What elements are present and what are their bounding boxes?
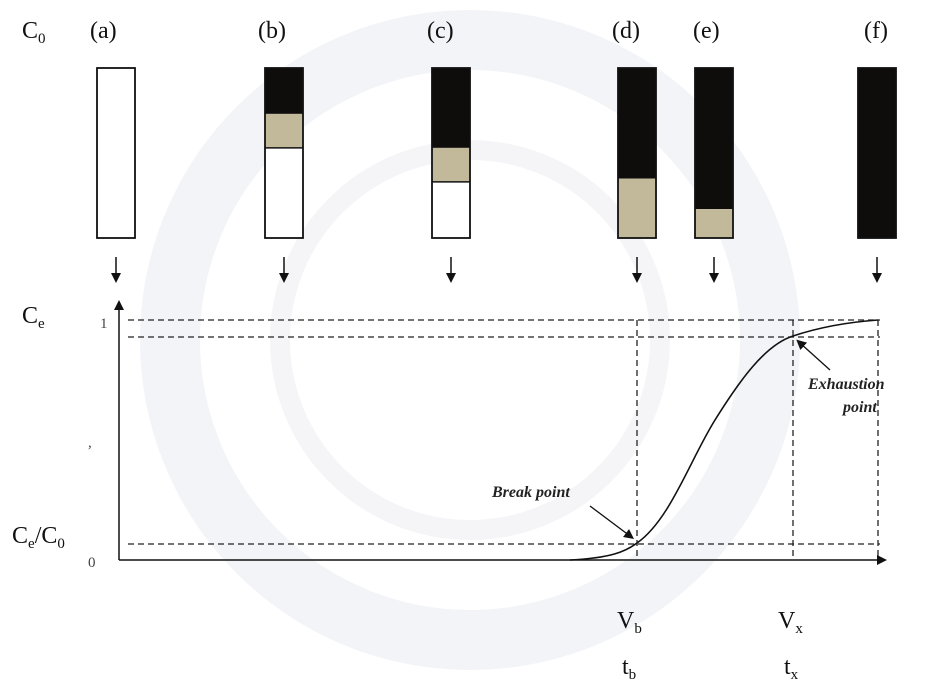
exhaustion-point-arrow [796, 339, 831, 371]
adsorption-columns: (a) (b) (c) (d) (e) (f) [90, 18, 897, 283]
column-a: (a) [90, 18, 136, 283]
column-outline [694, 67, 734, 239]
breakthrough-curve [569, 319, 879, 561]
column-e: (e) [693, 18, 734, 283]
mass-transfer-zone [618, 178, 656, 238]
exhaustion-time-label: tx [784, 654, 799, 683]
breakthrough-volume-label: Vb [617, 608, 642, 637]
y-tick-zero: 0 [88, 555, 96, 571]
column-c: (c) [427, 18, 471, 283]
plot-axes [114, 300, 887, 565]
saturated-zone [695, 68, 733, 210]
saturated-zone [432, 68, 470, 148]
column-label: (f) [864, 18, 888, 44]
column-label: (d) [612, 18, 640, 44]
mass-transfer-zone [265, 113, 303, 148]
saturated-zone [858, 68, 896, 238]
reference-lines [128, 319, 880, 560]
y-tick-mid: , [88, 435, 92, 451]
exhaustion-point-label-line1: Exhaustion [807, 376, 885, 393]
saturated-zone [618, 68, 656, 179]
mass-transfer-zone [695, 209, 733, 238]
column-b: (b) [258, 18, 304, 283]
column-label: (c) [427, 18, 454, 44]
mass-transfer-zone [432, 147, 470, 182]
y-tick-one: 1 [100, 316, 108, 332]
column-outline [857, 67, 897, 239]
y-axis-top-label: Ce [22, 303, 45, 332]
inlet-label: C0 [22, 18, 46, 47]
exhaustion-volume-label: Vx [778, 608, 803, 637]
column-label: (b) [258, 18, 286, 44]
break-point-label: Break point [491, 484, 570, 501]
column-outline [617, 67, 657, 239]
break-point-arrow [589, 505, 634, 539]
saturated-zone [265, 68, 303, 114]
column-outline [264, 67, 304, 239]
breakthrough-time-label: tb [622, 654, 636, 683]
column-f: (f) [857, 18, 897, 283]
column-outline [431, 67, 471, 239]
fresh-adsorbent-zone [97, 68, 135, 238]
exhaustion-point-label-line2: point [841, 399, 877, 416]
column-label: (e) [693, 18, 720, 44]
column-outline [96, 67, 136, 239]
column-d: (d) [612, 18, 657, 283]
y-axis-bottom-label: Ce/C0 [12, 523, 65, 552]
column-label: (a) [90, 18, 117, 44]
